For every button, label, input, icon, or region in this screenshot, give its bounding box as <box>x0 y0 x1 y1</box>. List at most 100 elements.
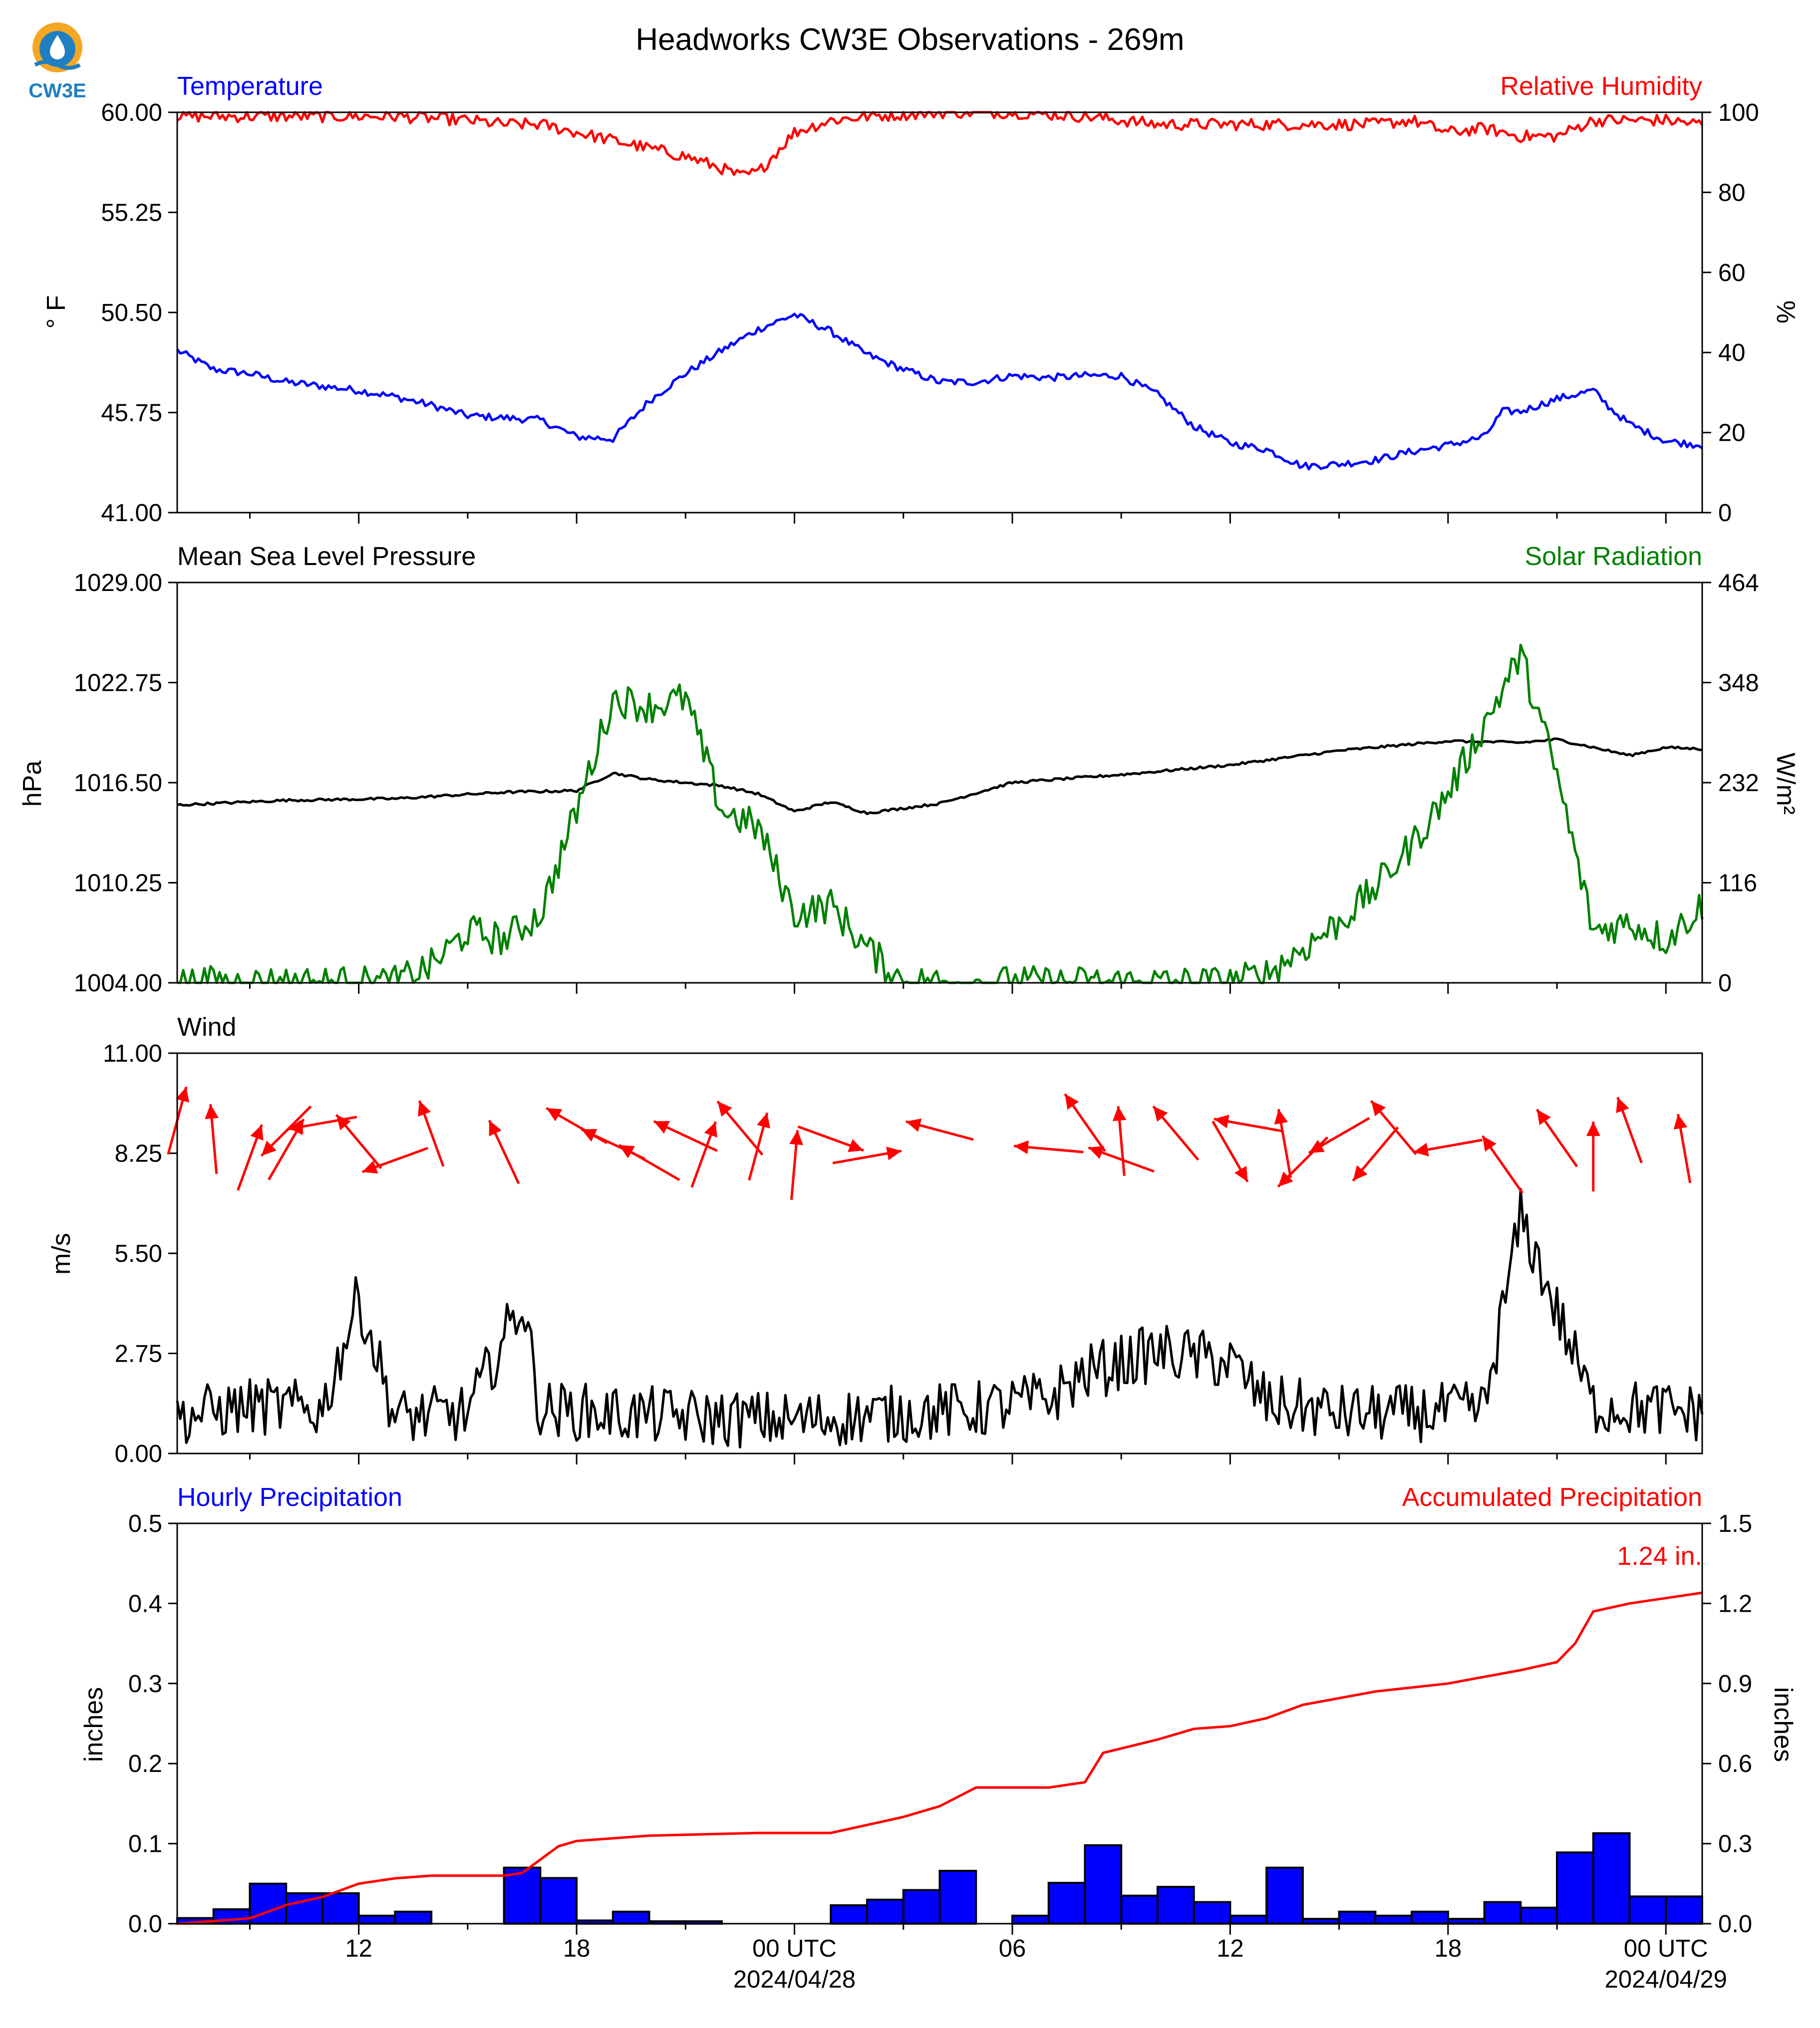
y-tick-label-right: 0 <box>1718 500 1732 527</box>
panel-wind: Wind 0.00 2.75 5.50 8.25 11.00 m/s <box>47 1013 1704 1467</box>
precip-bar <box>1592 1832 1631 1925</box>
y-tick-label-right: 0.0 <box>1718 1911 1752 1938</box>
y-tick-label-right: 100 <box>1718 99 1759 126</box>
precip-bar <box>1120 1894 1159 1925</box>
y-tick-label-left: 1029.00 <box>74 570 162 596</box>
wind-arrow <box>690 1121 717 1188</box>
x-tick-label: 00 UTC <box>1624 1935 1708 1962</box>
precip-bar <box>503 1866 542 1925</box>
wind-arrow <box>205 1104 219 1174</box>
y-tick-label-left: 55.25 <box>101 200 162 227</box>
y-tick-label-right: 1.5 <box>1718 1510 1752 1537</box>
y-tick-label-left: 0.3 <box>128 1671 162 1698</box>
y-axis-label-left: inches <box>79 1687 108 1762</box>
panel-pressure-solar: Mean Sea Level Pressure Solar Radiation … <box>18 542 1800 997</box>
x-tick-label: 18 <box>563 1935 591 1962</box>
y-ticks-left: 0.00 2.75 5.50 8.25 11.00 <box>103 1040 177 1467</box>
precip-bar <box>1519 1906 1558 1925</box>
wind-arrow-head <box>1616 1097 1629 1114</box>
accumulated-precip-line <box>177 1591 1703 1925</box>
total-precip-label: 1.24 in. <box>1617 1542 1702 1571</box>
wind-arrow-head <box>618 1145 635 1159</box>
precip-bar <box>357 1914 396 1925</box>
series-layer <box>176 1188 1704 1449</box>
precip-bar <box>1084 1844 1123 1925</box>
series-layer <box>176 1591 1704 1925</box>
series-layer <box>177 643 1704 984</box>
wind-arrow-head <box>1371 1101 1386 1117</box>
wind-arrow-head <box>1536 1109 1551 1126</box>
logo-text: CW3E <box>28 80 86 102</box>
wind-arrow-head <box>581 1129 598 1142</box>
y-tick-label-left: 5.50 <box>115 1240 162 1267</box>
y-tick-label-left: 1010.25 <box>74 870 162 897</box>
wind-arrow-head <box>1153 1106 1168 1122</box>
wind-arrow <box>418 1100 445 1167</box>
humidity-line <box>176 111 1704 176</box>
precip-bar <box>1011 1914 1050 1925</box>
y-tick-label-left: 1004.00 <box>74 970 162 997</box>
y-axis-label-right: W/m² <box>1771 753 1800 815</box>
y-axis-label-left: ° F <box>42 295 71 328</box>
wind-arrow-head <box>1112 1106 1127 1122</box>
y-tick-label-left: 0.5 <box>128 1510 162 1537</box>
wind-arrow <box>618 1144 680 1181</box>
panel-temperature-humidity: Temperature Relative Humidity 41.00 45.75… <box>42 72 1800 527</box>
logo-wave <box>34 60 81 70</box>
x-tick-label: 12 <box>345 1935 372 1962</box>
wind-arrow-head <box>1308 1140 1325 1153</box>
accum-precip-title: Accumulated Precipitation <box>1402 1483 1702 1512</box>
wind-arrow <box>1152 1105 1200 1161</box>
wind-arrow <box>1274 1109 1292 1178</box>
wind-arrow <box>260 1105 312 1157</box>
wind-arrow <box>716 1100 764 1156</box>
wind-arrow-head <box>176 1087 190 1103</box>
plot-frame <box>176 1522 1703 1925</box>
wind-arrow-head <box>1278 1171 1293 1187</box>
wind-arrow-head <box>546 1108 563 1122</box>
pressure-line <box>177 737 1703 816</box>
precip-bar <box>1265 1866 1304 1925</box>
y-tick-label-left: 0.4 <box>128 1590 162 1617</box>
precip-bar <box>321 1892 360 1925</box>
wind-arrow-head <box>261 1141 277 1156</box>
y-tick-label-right: 40 <box>1718 339 1746 366</box>
wind-arrow-head <box>1482 1136 1497 1152</box>
wind-arrow-head <box>1353 1165 1368 1181</box>
wind-arrow <box>1013 1140 1084 1155</box>
y-tick-label-left: 11.00 <box>103 1040 162 1067</box>
wind-arrow-head <box>418 1101 431 1117</box>
precip-bar <box>938 1870 977 1925</box>
x-tick-label: 12 <box>1216 1935 1244 1962</box>
temperature-line <box>176 312 1703 471</box>
wind-arrow <box>832 1147 902 1164</box>
y-tick-label-left: 2.75 <box>115 1341 162 1368</box>
precip-bar <box>1628 1895 1667 1925</box>
wind-arrow-head <box>1213 1115 1229 1129</box>
wind-arrow <box>167 1086 190 1155</box>
precip-bar <box>394 1910 433 1925</box>
y-ticks-right: 0 116 232 348 464 <box>1702 570 1759 997</box>
wind-arrow <box>1064 1093 1106 1152</box>
plot-frame <box>176 111 1703 514</box>
wind-arrow <box>797 1125 864 1153</box>
wind-arrow <box>488 1120 520 1184</box>
precip-bar <box>611 1910 650 1925</box>
wind-arrow <box>906 1118 974 1141</box>
wind-arrow-head <box>757 1113 770 1129</box>
wind-arrow <box>1616 1097 1643 1163</box>
wind-arrow <box>1212 1121 1249 1182</box>
y-tick-label-right: 80 <box>1718 179 1746 206</box>
x-tick-date-label: 2024/04/28 <box>733 1966 856 1993</box>
solar-title: Solar Radiation <box>1524 542 1702 571</box>
y-tick-label-right: 348 <box>1718 670 1759 697</box>
y-tick-label-right: 1.2 <box>1718 1590 1752 1617</box>
wind-arrow <box>748 1112 770 1181</box>
y-tick-label-left: 0.1 <box>128 1831 162 1858</box>
hourly-precip-title: Hourly Precipitation <box>177 1483 402 1512</box>
precip-bar <box>1193 1901 1231 1925</box>
series-layer <box>176 111 1704 471</box>
precip-bar <box>1229 1914 1268 1925</box>
wind-arrow-head <box>489 1120 502 1137</box>
